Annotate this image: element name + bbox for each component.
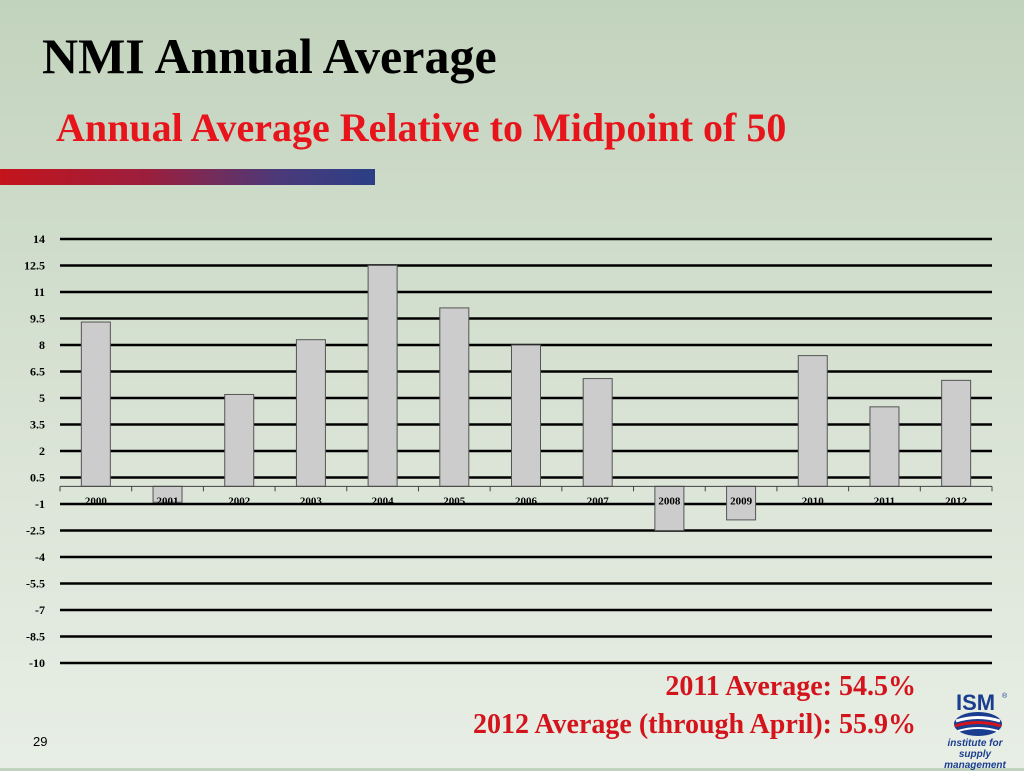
logo-caption: institute for supply management (930, 738, 1020, 771)
x-tick-label: 2007 (587, 495, 610, 507)
y-tick-label: 14 (33, 232, 45, 246)
logo-line-1: institute for (947, 738, 1003, 749)
bar-2000 (80, 321, 111, 487)
x-tick-label: 2011 (874, 495, 895, 507)
x-tick-label: 2006 (515, 495, 538, 507)
bars (80, 265, 972, 532)
y-tick-label: 0.5 (30, 471, 45, 485)
y-tick-labels: 14 12.5 11 9.5 8 6.5 5 3.5 2 0.5 -1 -2.5 -4 -5.5 -7 -8.… (24, 232, 45, 670)
y-tick-label: 2 (39, 444, 45, 458)
y-tick-label: 12.5 (24, 259, 45, 273)
y-tick-label: -1 (35, 497, 45, 511)
slide-title: NMI Annual Average (42, 28, 497, 84)
ism-logo-mark: ISM ® (954, 690, 1008, 736)
x-tick-label: 2010 (802, 495, 825, 507)
bar-2008 (654, 485, 685, 532)
x-tick-labels: 2000 2001 2002 2003 2004 2005 2006 2007 2008 2009… (85, 495, 968, 507)
x-tick-label: 2002 (228, 495, 251, 507)
logo-mark-text: ISM (956, 690, 995, 715)
bar-2010 (797, 355, 828, 487)
bar-2005 (439, 307, 470, 487)
y-tick-label: -8.5 (26, 630, 45, 644)
bar-2006 (511, 344, 541, 487)
bar-2002 (224, 393, 255, 487)
x-tick-label: 2008 (658, 495, 681, 507)
bar-2004 (367, 265, 398, 487)
zero-axis (59, 485, 993, 492)
x-tick-label: 2004 (372, 495, 395, 507)
bar-2009 (726, 485, 757, 521)
y-tick-label: -4 (35, 550, 45, 564)
y-tick-label: -10 (29, 656, 45, 670)
y-tick-label: 6.5 (30, 365, 45, 379)
x-tick-label: 2012 (945, 495, 968, 507)
bar-chart: 14 12.5 11 9.5 8 6.5 5 3.5 2 0.5 -1 -2.5 -4 -5.5 -7 -8.… (24, 232, 993, 670)
y-tick-label: 11 (34, 285, 45, 299)
note-2012-average: 2012 Average (through April): 55.9% (472, 709, 916, 740)
x-tick-label: 2000 (85, 495, 108, 507)
y-tick-label: 9.5 (30, 312, 45, 326)
page-number: 29 (33, 734, 48, 749)
x-tick-label: 2005 (443, 495, 466, 507)
bar-2007 (582, 378, 613, 487)
x-tick-label: 2009 (730, 495, 753, 507)
logo-line-2: supply management (944, 749, 1006, 771)
y-tick-label: -5.5 (26, 577, 45, 591)
y-tick-label: 3.5 (30, 418, 45, 432)
ism-logo: ISM ® institute for supply management (930, 688, 1020, 771)
accent-bar (0, 169, 375, 185)
bar-2011 (869, 406, 900, 487)
y-tick-label: -7 (35, 603, 45, 617)
bar-2003 (295, 339, 326, 487)
y-tick-label: 5 (39, 391, 45, 405)
y-tick-label: 8 (39, 338, 45, 352)
x-tick-label: 2003 (300, 495, 323, 507)
y-tick-label: -2.5 (26, 524, 45, 538)
x-tick-label: 2001 (157, 495, 179, 507)
note-2011-average: 2011 Average: 54.5% (665, 671, 916, 702)
slide-subtitle: Annual Average Relative to Midpoint of 5… (56, 105, 787, 150)
logo-registered: ® (1002, 692, 1008, 700)
bar-2012 (941, 379, 972, 487)
